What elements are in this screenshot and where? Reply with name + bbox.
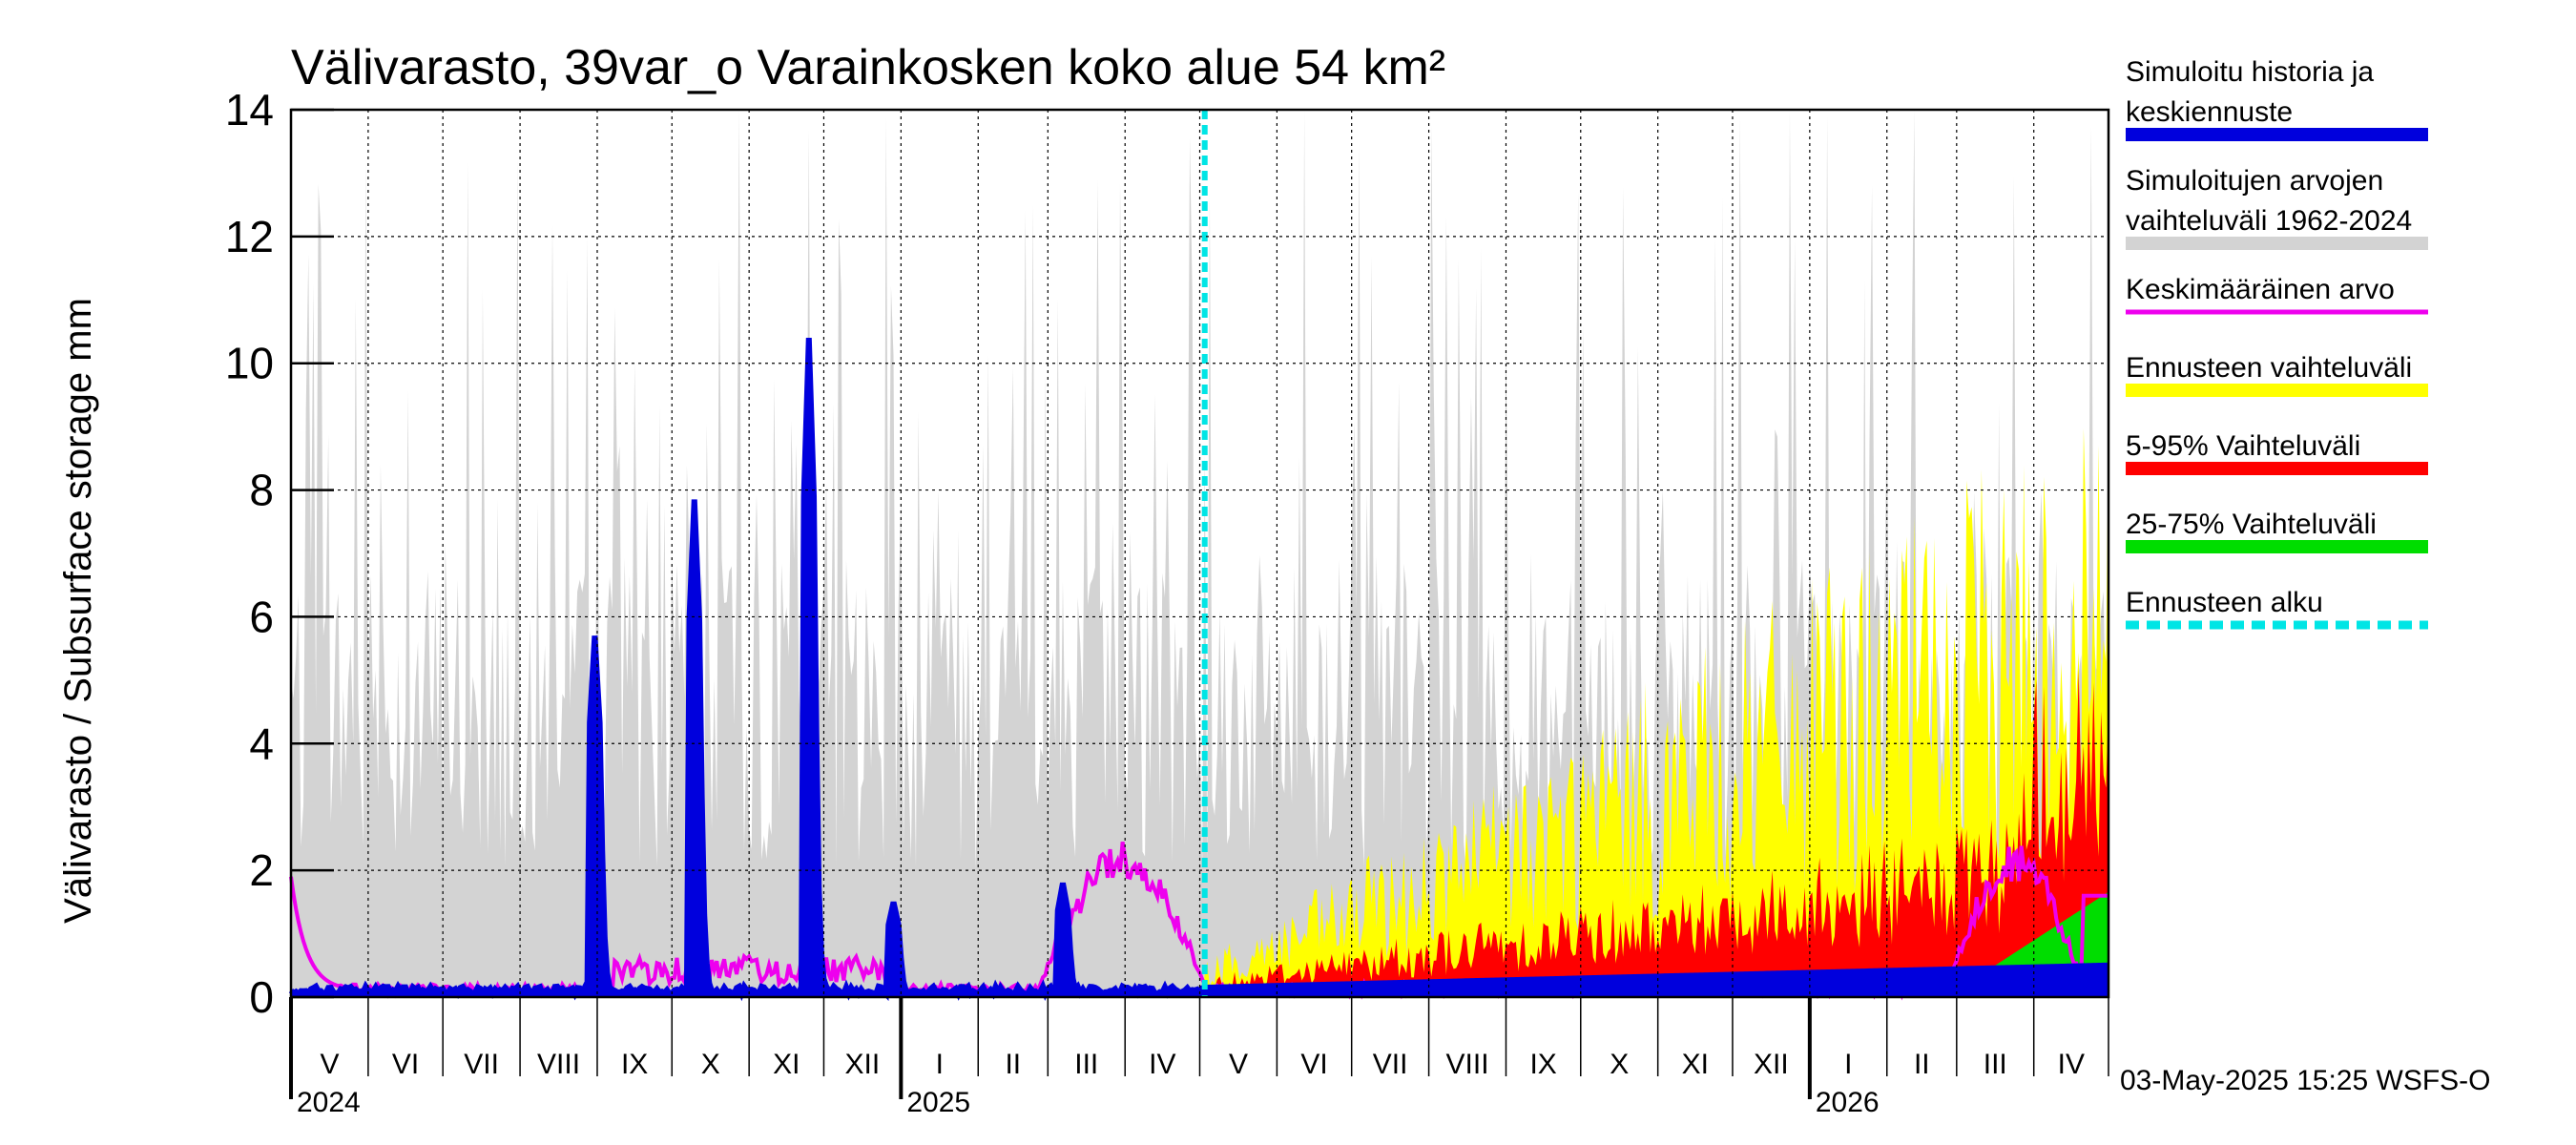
month-label: VI xyxy=(392,1049,419,1080)
month-label: VI xyxy=(1300,1049,1327,1080)
month-label: V xyxy=(1229,1049,1248,1080)
timestamp-footer: 03-May-2025 15:25 WSFS-O xyxy=(2120,1065,2491,1096)
month-label: XII xyxy=(1754,1049,1789,1080)
y-tick-label: 14 xyxy=(225,85,274,135)
year-label: 2026 xyxy=(1816,1087,1880,1118)
month-label: I xyxy=(936,1049,944,1080)
month-label: II xyxy=(1914,1049,1930,1080)
chart-title: Välivarasto, 39var_o Varainkosken koko a… xyxy=(291,40,1445,95)
historical-range-band xyxy=(291,110,2109,997)
month-label: I xyxy=(1844,1049,1852,1080)
month-label: IV xyxy=(1149,1049,1175,1080)
month-label: VIII xyxy=(537,1049,580,1080)
month-label: IX xyxy=(621,1049,648,1080)
legend-label: Simuloitujen arvojen xyxy=(2126,165,2383,197)
month-label: XI xyxy=(773,1049,800,1080)
y-tick-label: 12 xyxy=(225,212,274,261)
legend: Simuloitu historia ja keskiennuste Simuloi… xyxy=(2126,56,2428,630)
month-label: III xyxy=(1984,1049,2007,1080)
y-tick-label: 4 xyxy=(249,718,274,768)
month-label: V xyxy=(320,1049,339,1080)
legend-label: Ennusteen vaihteluväli xyxy=(2126,352,2412,384)
y-tick-label: 10 xyxy=(225,339,274,388)
month-label: XI xyxy=(1682,1049,1709,1080)
month-label: VIII xyxy=(1446,1049,1489,1080)
y-tick-label: 2 xyxy=(249,845,274,895)
month-label: VII xyxy=(464,1049,499,1080)
plot-frame xyxy=(289,108,2110,999)
y-tick-label: 8 xyxy=(249,466,274,515)
month-label: X xyxy=(1610,1049,1629,1080)
percentile-5-95-band xyxy=(291,670,2109,997)
month-label: IX xyxy=(1529,1049,1556,1080)
legend-label: keskiennuste xyxy=(2126,96,2293,128)
month-label: II xyxy=(1005,1049,1021,1080)
year-label: 2024 xyxy=(297,1087,361,1118)
y-tick-label: 6 xyxy=(249,592,274,641)
legend-label: 5-95% Vaihteluväli xyxy=(2126,430,2360,462)
month-label: X xyxy=(701,1049,720,1080)
y-axis-label: Välivarasto / Subsurface storage mm xyxy=(57,298,99,924)
month-label: VII xyxy=(1373,1049,1408,1080)
month-label: XII xyxy=(845,1049,881,1080)
year-label: 2025 xyxy=(906,1087,970,1118)
legend-label: Keskimääräinen arvo xyxy=(2126,274,2395,305)
y-tick-label: 0 xyxy=(249,972,274,1022)
month-label: IV xyxy=(2058,1049,2085,1080)
legend-label: 25-75% Vaihteluväli xyxy=(2126,509,2377,540)
legend-label: Ennusteen alku xyxy=(2126,587,2323,618)
month-label: III xyxy=(1074,1049,1098,1080)
legend-label: Simuloitu historia ja xyxy=(2126,56,2374,88)
legend-label: vaihteluväli 1962-2024 xyxy=(2126,205,2412,237)
